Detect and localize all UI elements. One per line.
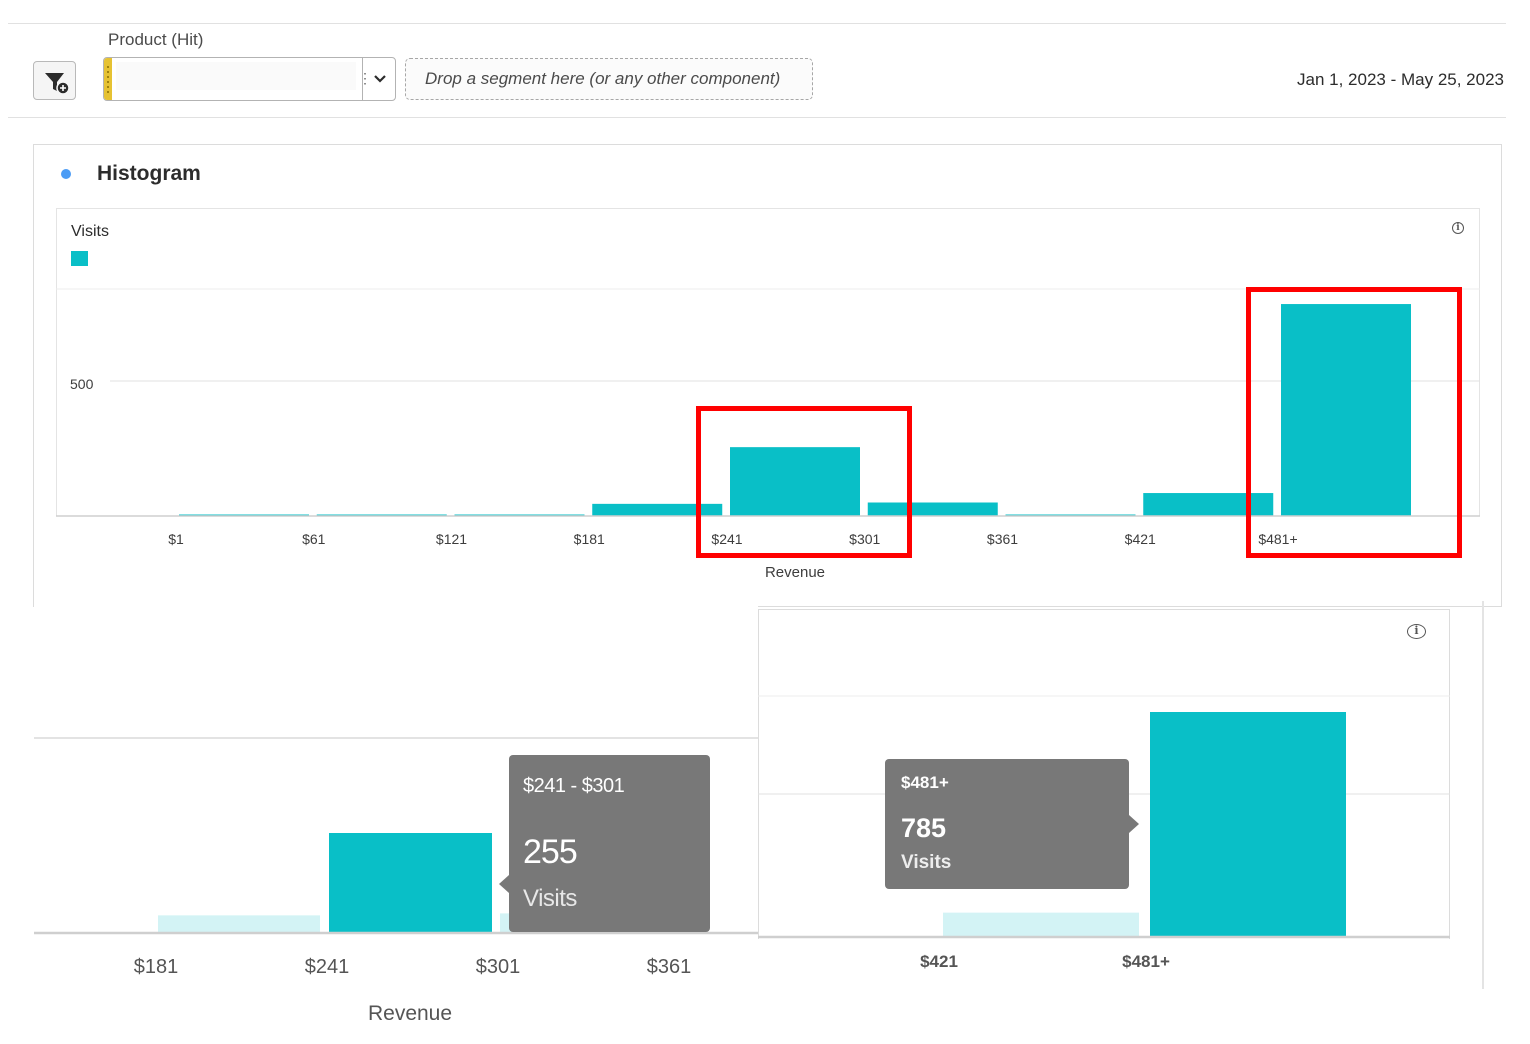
product-dropdown[interactable]: ⋮ [103, 57, 396, 101]
zoom-bar-$181[interactable] [158, 915, 320, 933]
y-tick-500: 500 [70, 376, 94, 392]
chart-frame [56, 208, 1480, 516]
info-icon[interactable]: i [1452, 222, 1464, 234]
zoom-x-tick: $361 [647, 956, 692, 978]
zoom-x-tick: $181 [134, 956, 179, 978]
filter-add-button[interactable] [33, 61, 76, 100]
top-divider [8, 23, 1506, 24]
tooltip-481: $481+ 785 Visits [885, 759, 1139, 889]
zoom-right-edge [1482, 601, 1484, 989]
x-tick: $1 [168, 531, 184, 547]
tooltip-value: 785 [901, 813, 947, 843]
zoom-bar-$481+[interactable] [1150, 712, 1346, 937]
panel-title: Histogram [97, 162, 201, 185]
zoom-bar-$241[interactable] [329, 833, 492, 933]
bar-$421[interactable] [1143, 493, 1274, 516]
info-icon[interactable]: i [1407, 624, 1426, 639]
highlight-box-481 [1246, 287, 1462, 558]
tooltip-range: $241 - $301 [523, 775, 625, 797]
x-axis-title: Revenue [765, 564, 825, 581]
x-tick: $481+ [1258, 531, 1297, 547]
histogram-panel [33, 144, 1502, 607]
legend-swatch[interactable] [71, 251, 88, 266]
x-tick: $181 [574, 531, 605, 547]
bar-$481+[interactable] [1281, 304, 1411, 516]
zoom-x-axis-title: Revenue [368, 1002, 452, 1025]
chevron-down-icon[interactable] [366, 68, 394, 90]
toolbar-divider [8, 117, 1506, 118]
tooltip-241-301: $241 - $301 255 Visits [499, 755, 710, 932]
tooltip-value: 255 [523, 833, 578, 871]
drag-handle[interactable] [104, 58, 112, 100]
histogram-chart: 500 $1 $61 $121 $181 $241 $301 $361 $421 $481+ R… [56, 288, 1480, 581]
tooltip-metric: Visits [901, 852, 952, 873]
tooltip-range: $481+ [901, 773, 949, 792]
zoom-bar-$421[interactable] [943, 912, 1139, 937]
product-dropdown-value [116, 62, 356, 90]
zoom-x-tick: $421 [920, 952, 958, 971]
x-tick: $361 [987, 531, 1018, 547]
panel-status-dot [61, 169, 71, 179]
zoom-x-tick: $301 [476, 956, 521, 978]
date-range[interactable]: Jan 1, 2023 - May 25, 2023 [1297, 70, 1504, 89]
more-icon: ⋮ [358, 70, 372, 86]
x-tick: $301 [849, 531, 880, 547]
zoom-view-right [758, 609, 1450, 939]
x-tick: $121 [436, 531, 467, 547]
legend-label: Visits [71, 223, 109, 240]
x-tick: $61 [302, 531, 326, 547]
dropdown-divider [362, 58, 363, 100]
highlight-box-241-301 [696, 406, 912, 558]
x-tick: $241 [711, 531, 742, 547]
zoom-x-tick: $241 [305, 956, 350, 978]
bar-$241[interactable] [730, 447, 860, 516]
bar-$301[interactable] [867, 502, 998, 517]
filter-add-icon [45, 73, 70, 95]
zoom-x-tick: $481+ [1122, 952, 1170, 971]
tooltip-metric: Visits [523, 885, 577, 912]
segment-drop-zone[interactable]: Drop a segment here (or any other compon… [405, 58, 813, 100]
x-tick: $421 [1125, 531, 1156, 547]
bar-$181[interactable] [592, 503, 723, 516]
product-dimension-label: Product (Hit) [108, 30, 204, 49]
